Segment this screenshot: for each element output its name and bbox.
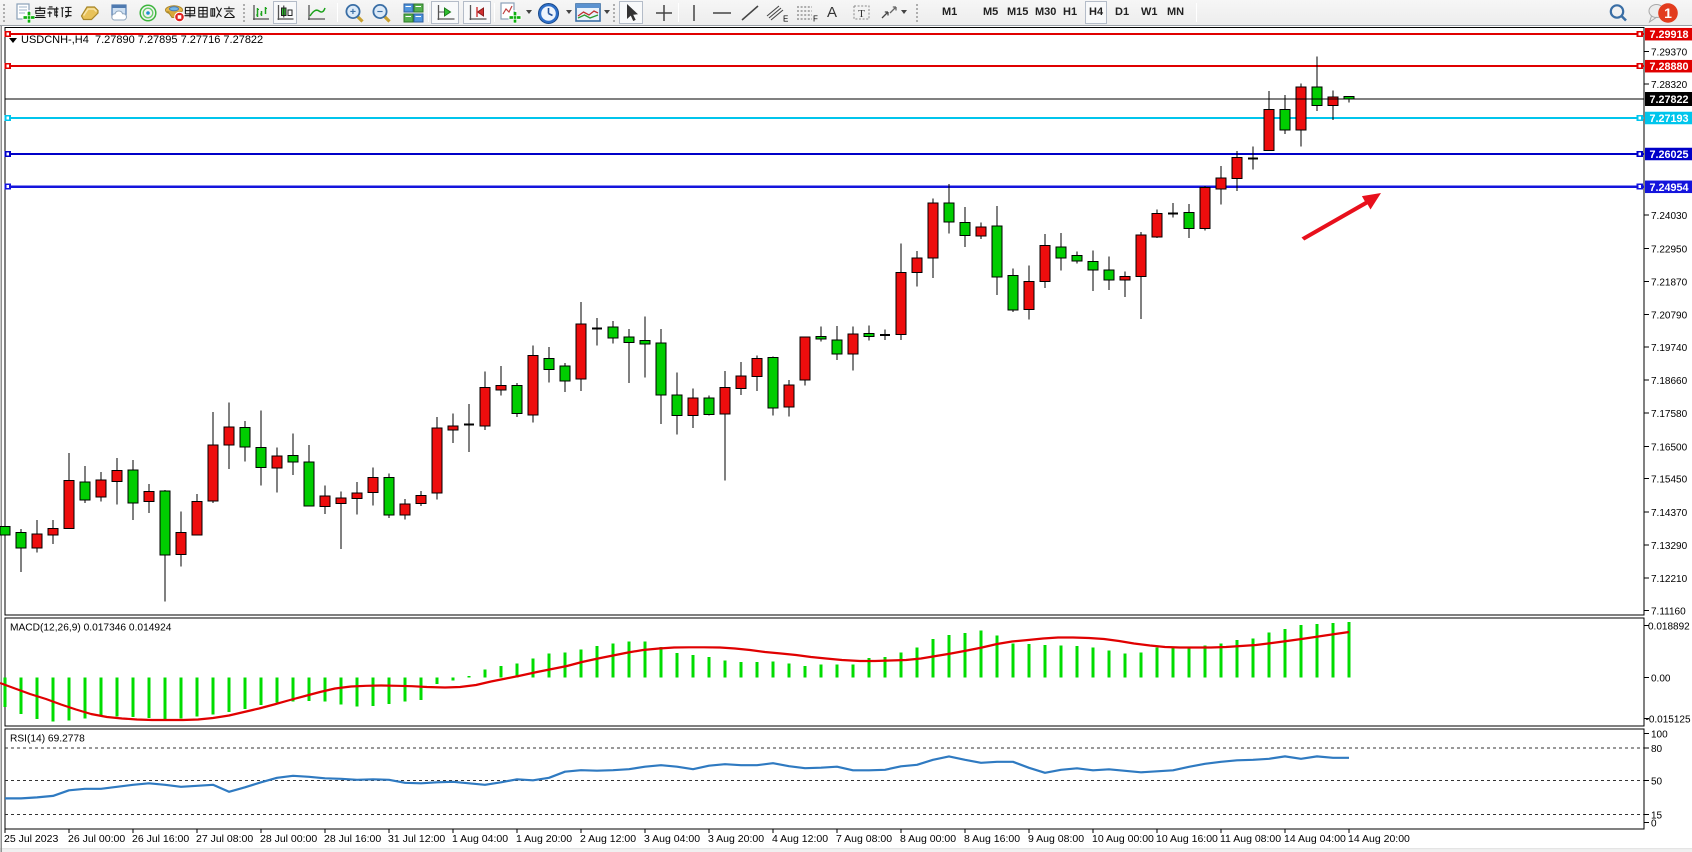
svg-text:7.27193: 7.27193 (1650, 113, 1689, 125)
svg-text:7.17580: 7.17580 (1651, 409, 1688, 420)
svg-text:7.12210: 7.12210 (1651, 574, 1688, 585)
svg-text:9 Aug 08:00: 9 Aug 08:00 (1028, 833, 1084, 845)
svg-text:8 Aug 00:00: 8 Aug 00:00 (900, 833, 956, 845)
svg-text:26 Jul 00:00: 26 Jul 00:00 (68, 833, 125, 845)
svg-text:MACD(12,26,9) 0.017346 0.01492: MACD(12,26,9) 0.017346 0.014924 (10, 623, 172, 634)
svg-text:7.15450: 7.15450 (1651, 475, 1688, 486)
svg-text:100: 100 (1651, 730, 1668, 741)
svg-text:F: F (813, 15, 818, 23)
svg-text:11 Aug 08:00: 11 Aug 08:00 (1220, 833, 1281, 845)
svg-text:25 Jul 2023: 25 Jul 2023 (4, 833, 58, 845)
svg-text:+: + (350, 6, 356, 18)
svg-text:14 Aug 20:00: 14 Aug 20:00 (1348, 833, 1410, 845)
svg-text:7.28320: 7.28320 (1651, 80, 1688, 91)
svg-text:7.28880: 7.28880 (1650, 61, 1689, 73)
svg-text:3 Aug 04:00: 3 Aug 04:00 (644, 833, 700, 845)
svg-text:1 Aug 04:00: 1 Aug 04:00 (452, 833, 508, 845)
svg-text:28 Jul 00:00: 28 Jul 00:00 (260, 833, 317, 845)
svg-text:2 Aug 12:00: 2 Aug 12:00 (580, 833, 636, 845)
svg-text:7.19740: 7.19740 (1651, 343, 1688, 354)
svg-text:7.18660: 7.18660 (1651, 376, 1688, 387)
svg-text:7.26025: 7.26025 (1650, 149, 1689, 161)
svg-text:28 Jul 16:00: 28 Jul 16:00 (324, 833, 381, 845)
svg-text:14 Aug 04:00: 14 Aug 04:00 (1284, 833, 1346, 845)
svg-text:80: 80 (1651, 744, 1663, 755)
svg-text:7.24954: 7.24954 (1650, 182, 1689, 194)
svg-text:31 Jul 12:00: 31 Jul 12:00 (388, 833, 445, 845)
svg-text:0.00: 0.00 (1651, 674, 1671, 685)
svg-text:7 Aug 08:00: 7 Aug 08:00 (836, 833, 892, 845)
svg-text:26 Jul 16:00: 26 Jul 16:00 (132, 833, 189, 845)
svg-text:7.27822: 7.27822 (1650, 94, 1689, 106)
svg-text:4 Aug 12:00: 4 Aug 12:00 (772, 833, 828, 845)
svg-text:7.14370: 7.14370 (1651, 508, 1688, 519)
svg-text:10 Aug 16:00: 10 Aug 16:00 (1156, 833, 1218, 845)
svg-text:8 Aug 16:00: 8 Aug 16:00 (964, 833, 1020, 845)
svg-text:0.018892: 0.018892 (1648, 622, 1690, 633)
svg-text:7.29370: 7.29370 (1651, 47, 1688, 58)
svg-text:7.24030: 7.24030 (1651, 211, 1688, 222)
svg-text:−: − (377, 6, 383, 18)
svg-text:7.29918: 7.29918 (1650, 29, 1689, 41)
svg-text:RSI(14) 69.2778: RSI(14) 69.2778 (10, 734, 85, 745)
svg-text:1: 1 (1664, 5, 1672, 21)
svg-text:USDCNH-,H4 7.27890 7.27895 7.: USDCNH-,H4 7.27890 7.27895 7.27716 7.278… (21, 34, 263, 46)
svg-text:T: T (858, 8, 865, 20)
svg-text:50: 50 (1651, 776, 1663, 787)
svg-text:7.16500: 7.16500 (1651, 442, 1688, 453)
svg-text:3 Aug 20:00: 3 Aug 20:00 (708, 833, 764, 845)
svg-text:7.20790: 7.20790 (1651, 311, 1688, 322)
svg-text:-0.015125: -0.015125 (1646, 715, 1691, 726)
svg-text:10 Aug 00:00: 10 Aug 00:00 (1092, 833, 1154, 845)
svg-text:27 Jul 08:00: 27 Jul 08:00 (196, 833, 253, 845)
svg-text:7.21870: 7.21870 (1651, 278, 1688, 289)
svg-text:1 Aug 20:00: 1 Aug 20:00 (516, 833, 572, 845)
svg-text:7.13290: 7.13290 (1651, 541, 1688, 552)
svg-text:15: 15 (1651, 811, 1663, 822)
svg-text:0: 0 (1651, 819, 1657, 830)
svg-text:7.11160: 7.11160 (1651, 606, 1686, 617)
svg-text:E: E (783, 15, 788, 23)
svg-text:7.22950: 7.22950 (1651, 244, 1688, 255)
